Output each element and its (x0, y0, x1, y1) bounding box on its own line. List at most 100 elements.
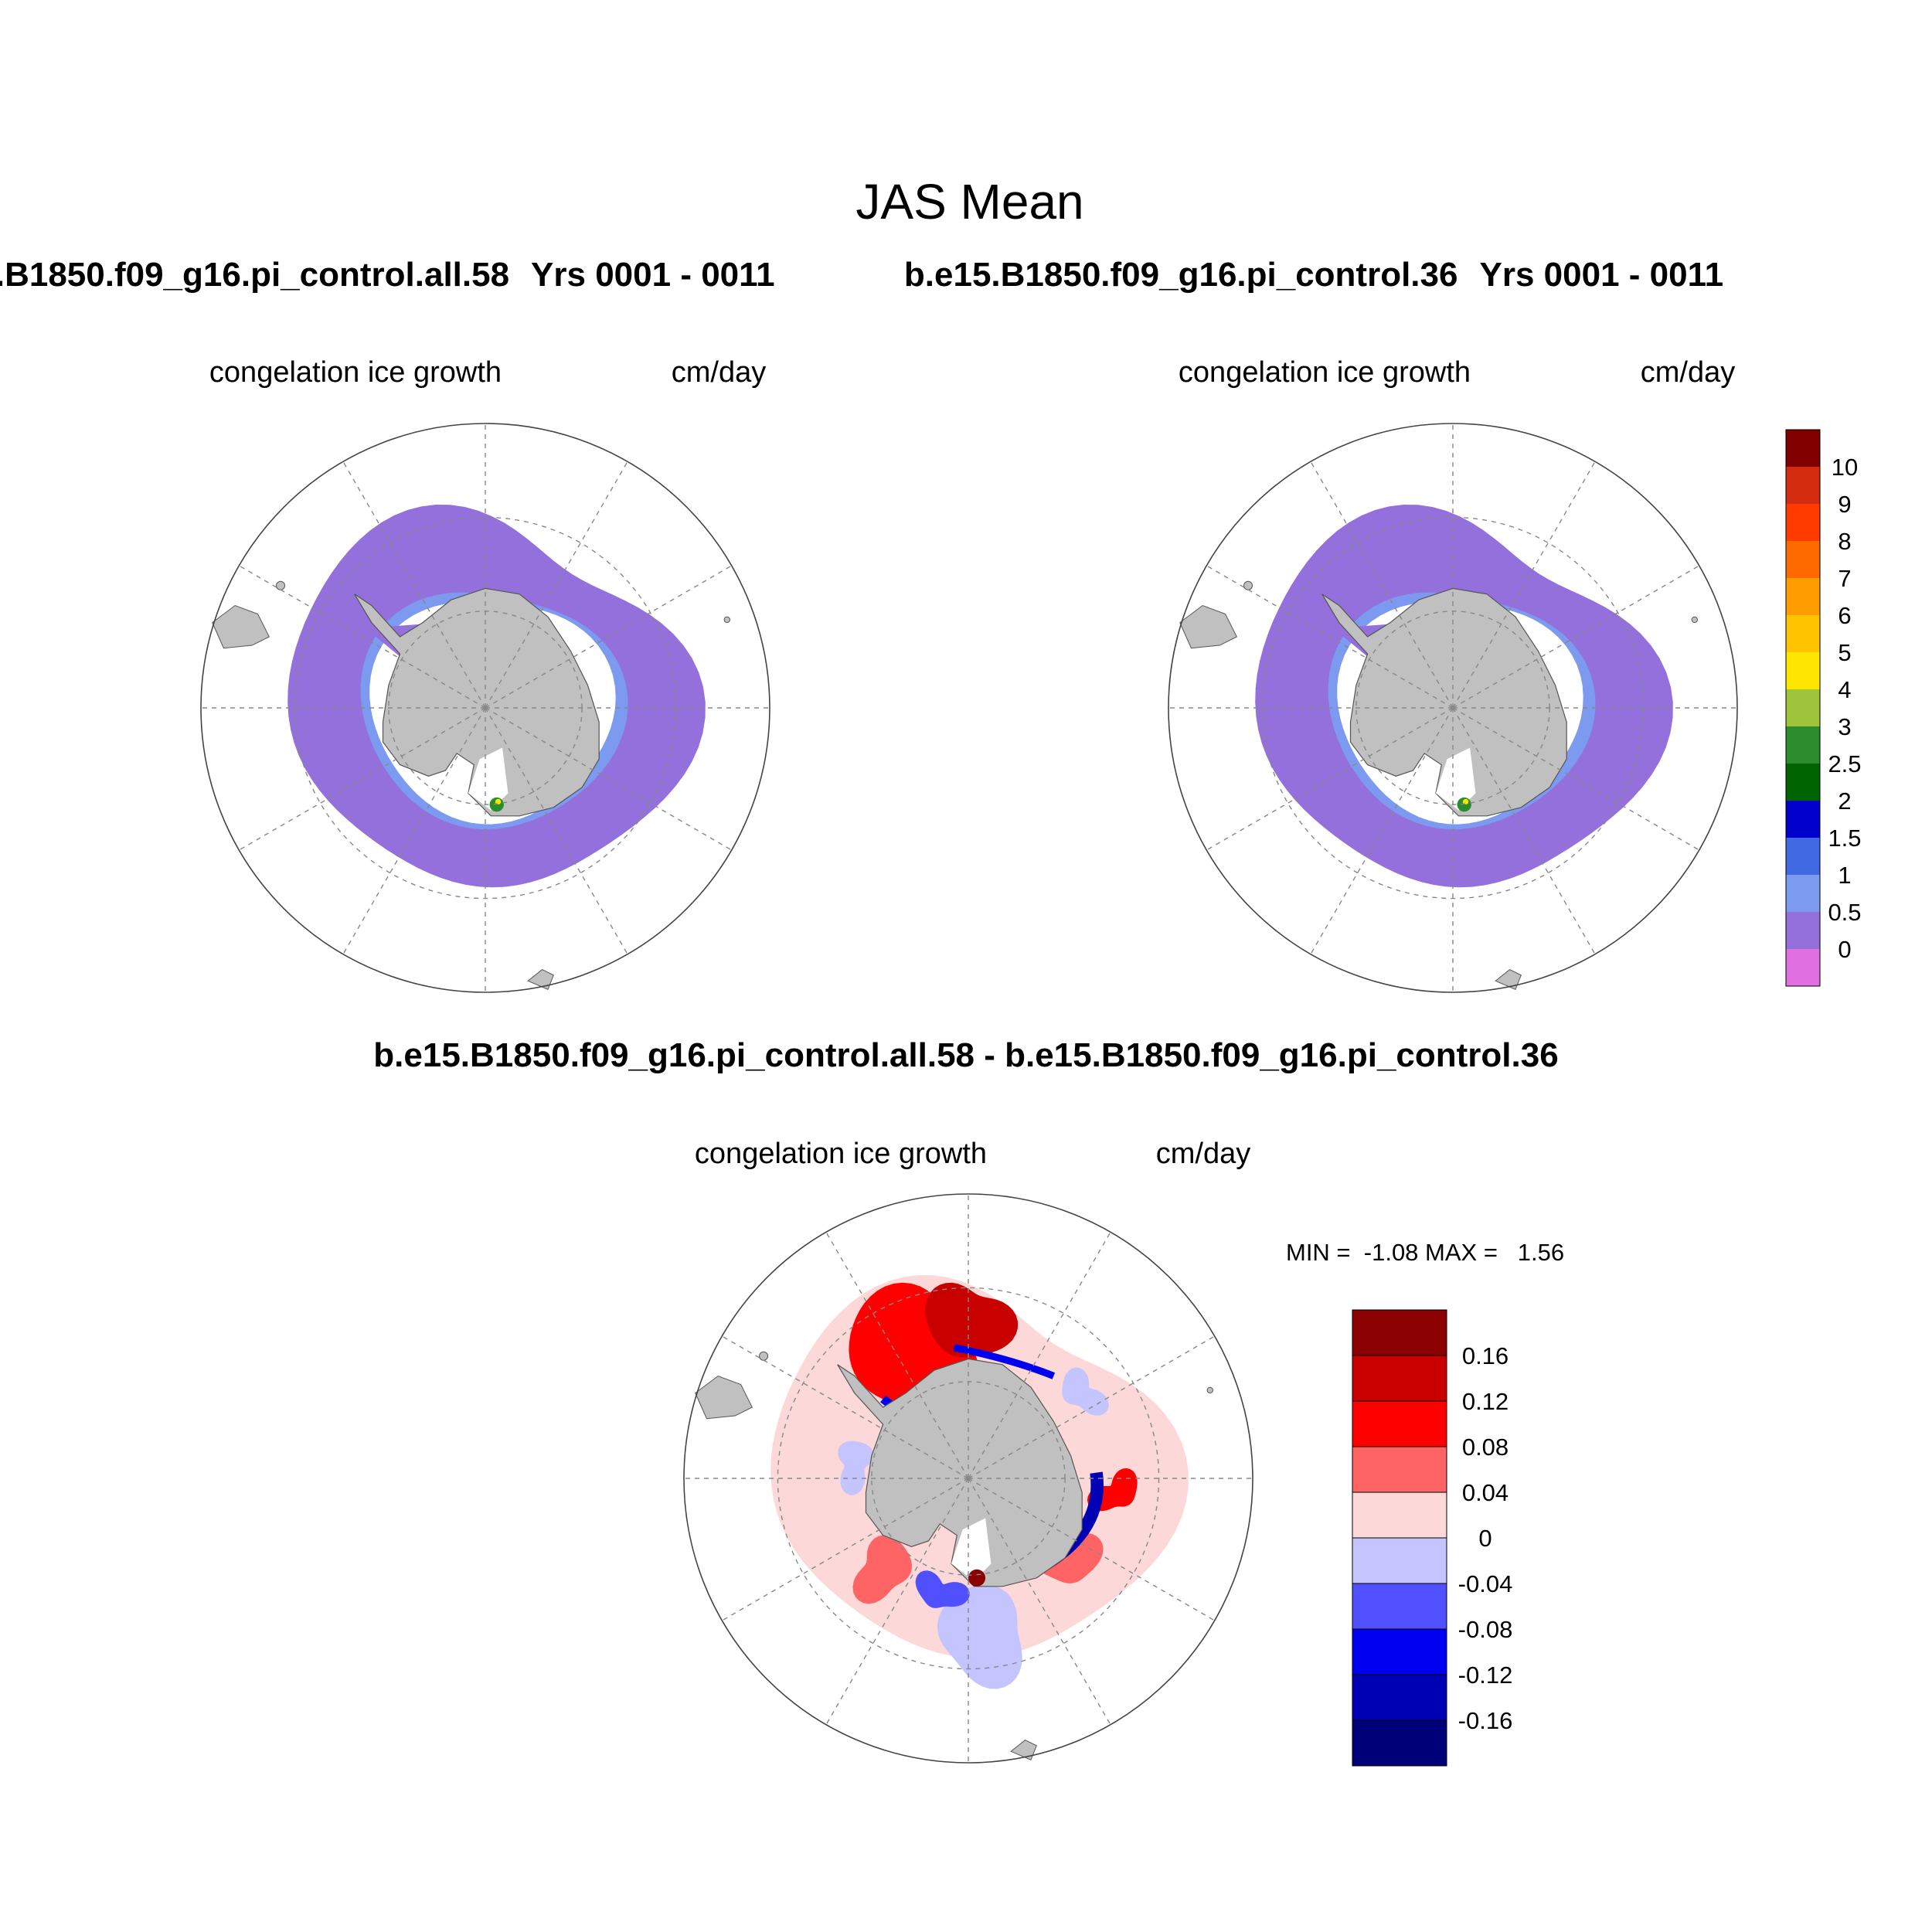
land-island (759, 1351, 769, 1361)
longitude-line (485, 707, 628, 955)
longitude-line (825, 1231, 969, 1479)
colorbar-diff-swatch (1352, 1583, 1447, 1630)
colorbar-top-swatch (1786, 541, 1820, 578)
diff-anomaly-patch (852, 1535, 912, 1604)
longitude-line (968, 1478, 1111, 1726)
panel-left-units: cm/day (672, 356, 766, 389)
figure-title: JAS Mean (855, 174, 1083, 230)
panel-left-header: b.e15.B1850.f09_g16.pi_control.all.58 Yrs… (0, 256, 775, 389)
colorbar-top-label: 9 (1838, 491, 1851, 518)
longitude-line (238, 707, 486, 851)
land-island (1206, 1386, 1213, 1394)
land-island (723, 616, 730, 624)
difference-title: b.e15.B1850.f09_g16.pi_control.all.58 - … (373, 1036, 1558, 1074)
colorbar-diff-label: 0.04 (1462, 1479, 1509, 1506)
diff-anomaly-patch (937, 1584, 1022, 1689)
land-antarctica (837, 1358, 1083, 1587)
colorbar-top-swatch (1786, 430, 1820, 467)
latitude-line (777, 1287, 1160, 1670)
land-south-america (695, 1375, 753, 1420)
colorbar-diff-swatch (1352, 1355, 1447, 1402)
colorbar-top-label: 0 (1838, 936, 1851, 963)
longitude-line (1452, 565, 1700, 709)
colorbar-top-swatch (1786, 652, 1820, 689)
map-frame (683, 1193, 1253, 1764)
colorbar-top-swatch (1786, 801, 1820, 838)
colorbar-diff-swatch (1352, 1400, 1447, 1447)
colorbar-top-swatch (1786, 949, 1820, 986)
land-island (1691, 616, 1698, 624)
land-antarctica (354, 587, 600, 817)
colorbar-top: 10 9 8 7 6 5 4 3 2.5 2 1.5 1 0.5 0 (1785, 429, 1862, 987)
colorbar-top-swatch (1786, 912, 1820, 949)
panel-left-case: b.e15.B1850.f09_g16.pi_control.all.58 Yrs… (0, 256, 775, 294)
latitude-line (294, 516, 677, 900)
ross-ice-shelf (1435, 747, 1476, 811)
longitude-line (342, 461, 486, 709)
colorbar-top-outline (1785, 429, 1821, 987)
colorbar-diff-outline (1352, 1309, 1447, 1767)
colorbar-diff-label: -0.08 (1458, 1616, 1513, 1643)
colorbar-top-swatch (1786, 764, 1820, 801)
longitude-line (825, 1478, 969, 1726)
difference-units: cm/day (1156, 1138, 1250, 1170)
colorbar-top-label: 0.5 (1828, 899, 1861, 926)
map-panel-right (1168, 423, 1738, 993)
colorbar-top-swatch (1786, 875, 1820, 912)
high-growth-core (495, 798, 502, 805)
longitude-line (485, 565, 733, 709)
latitude-line (1261, 516, 1645, 900)
longitude-line (1452, 461, 1596, 709)
colorbar-diff-label: -0.12 (1458, 1662, 1513, 1689)
colorbar-top-swatch (1786, 578, 1820, 615)
colorbar-top-swatch (1786, 615, 1820, 652)
colorbar-diff-swatch (1352, 1719, 1447, 1767)
colorbar-top-swatch (1786, 726, 1820, 764)
colorbar-diff-label: 0.08 (1462, 1434, 1509, 1461)
colorbar-top-label: 10 (1832, 454, 1858, 481)
longitude-line (1206, 565, 1454, 709)
colorbar-top-swatch (1786, 689, 1820, 726)
colorbar-top-swatch (1786, 467, 1820, 504)
longitude-line (1452, 707, 1700, 851)
colorbar-top-label: 5 (1838, 639, 1851, 666)
longitude-line (721, 1478, 969, 1621)
map-frame (200, 423, 770, 993)
map-panel-difference (683, 1193, 1253, 1764)
land-island (1243, 580, 1253, 590)
longitude-line (485, 461, 628, 709)
colorbar-top-swatch (1786, 504, 1820, 541)
panel-right-header: b.e15.B1850.f09_g16.pi_control.36 Yrs 000… (904, 256, 1735, 389)
diff-anomaly-patch (915, 1570, 970, 1608)
colorbar-diff-label: 0.16 (1462, 1342, 1509, 1369)
diff-anomaly-patch (838, 1440, 874, 1495)
colorbar-top-label: 2.5 (1828, 750, 1861, 777)
difference-minmax: MIN = -1.08 MAX = 1.56 (1286, 1239, 1564, 1266)
panel-right-case-name: b.e15.B1850.f09_g16.pi_control.36 (904, 256, 1458, 294)
colorbar-top-label: 8 (1838, 528, 1851, 555)
panel-right-field: congelation ice growth (1179, 356, 1471, 389)
longitude-line (968, 1335, 1216, 1479)
panel-left-years: Yrs 0001 - 0011 (531, 256, 775, 294)
land-island (276, 580, 286, 590)
colorbar-diff-swatch (1352, 1674, 1447, 1721)
panel-right-years: Yrs 0001 - 0011 (1479, 256, 1723, 294)
colorbar-top-label: 3 (1838, 713, 1851, 740)
colorbar-top-label: 1.5 (1828, 825, 1861, 852)
longitude-line (968, 1231, 1111, 1479)
colorbar-top-swatch (1786, 838, 1820, 875)
colorbar-diff-label: 0.12 (1462, 1388, 1509, 1415)
diff-max-spot (968, 1569, 986, 1587)
colorbar-top-label: 4 (1838, 676, 1851, 703)
panel-left-field: congelation ice growth (209, 356, 502, 389)
ross-ice-shelf (951, 1518, 992, 1581)
map-panel-left (200, 423, 770, 993)
colorbar-difference: 0.16 0.12 0.08 0.04 0 -0.04 -0.08 -0.12 -0.16 (1352, 1309, 1513, 1767)
land-antarctica (1321, 587, 1567, 817)
longitude-line (968, 1478, 1216, 1621)
colorbar-top-label: 2 (1838, 787, 1851, 815)
longitude-line (238, 565, 486, 709)
colorbar-diff-swatch (1352, 1309, 1447, 1356)
land-south-america (212, 604, 270, 649)
